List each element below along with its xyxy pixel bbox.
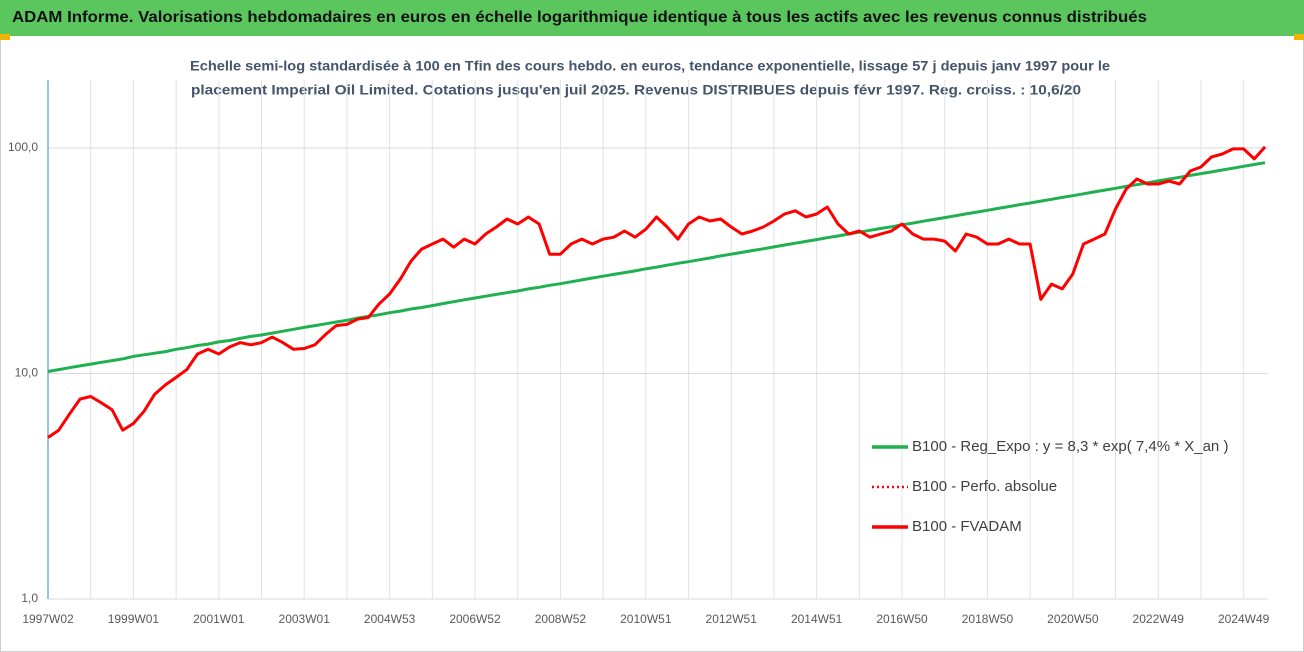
x-tick-label: 1999W01	[108, 612, 160, 626]
x-tick-label: 2016W50	[876, 612, 928, 626]
series-line	[47, 145, 1267, 439]
x-tick-label: 2020W50	[1047, 612, 1099, 626]
y-tick-label: 1,0	[21, 591, 38, 605]
x-tick-label: 2006W52	[449, 612, 501, 626]
chart-subtitle: Echelle semi-log standardisée à 100 en T…	[190, 58, 1110, 74]
x-tick-label: 2008W52	[535, 612, 587, 626]
x-tick-label: 2022W49	[1133, 612, 1185, 626]
x-tick-label: 2024W49	[1218, 612, 1270, 626]
x-tick-label: 2014W51	[791, 612, 843, 626]
y-tick-label: 10,0	[15, 366, 39, 380]
legend-label: B100 - Reg_Expo : y = 8,3 * exp( 7,4% * …	[912, 438, 1228, 455]
x-tick-label: 2001W01	[193, 612, 245, 626]
x-tick-label: 2018W50	[962, 612, 1014, 626]
header-band	[0, 0, 1304, 36]
x-tick-label: 2003W01	[279, 612, 331, 626]
y-tick-label: 100,0	[8, 140, 38, 154]
series-line	[47, 161, 1266, 373]
x-tick-label: 2012W51	[706, 612, 758, 626]
corner-mark	[0, 34, 10, 40]
x-tick-label: 1997W02	[22, 612, 74, 626]
legend-label: B100 - FVADAM	[912, 518, 1022, 535]
corner-mark	[1294, 34, 1304, 40]
legend-label: B100 - Perfo. absolue	[912, 478, 1057, 495]
x-tick-label: 2004W53	[364, 612, 416, 626]
page-title: ADAM Informe. Valorisations hebdomadaire…	[12, 9, 1147, 26]
chart-subtitle: placement Imperial Oil Limited. Cotation…	[191, 82, 1081, 98]
x-tick-label: 2010W51	[620, 612, 672, 626]
